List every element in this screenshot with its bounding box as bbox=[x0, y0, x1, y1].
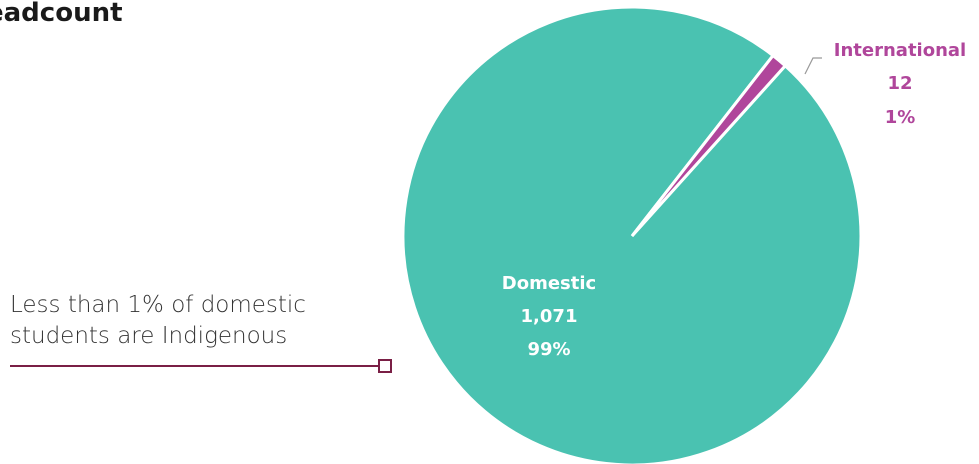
domestic-value-label: 1,071 bbox=[521, 306, 578, 327]
slice-international bbox=[630, 53, 788, 238]
pie-slices bbox=[401, 5, 863, 464]
annotation-line-1: Less than 1% of domestic bbox=[10, 292, 306, 318]
international-value-label: 12 bbox=[887, 73, 912, 94]
indigenous-annotation: Less than 1% of domestic students are In… bbox=[10, 290, 380, 352]
annotation-marker-square bbox=[378, 359, 392, 373]
domestic-name-label: Domestic bbox=[502, 273, 596, 294]
international-name-label: International bbox=[834, 40, 966, 61]
annotation-line-2: students are Indigenous bbox=[10, 323, 288, 349]
international-leader-line bbox=[804, 57, 822, 75]
domestic-percent-label: 99% bbox=[527, 339, 570, 360]
chart-title: eadcount bbox=[0, 0, 123, 28]
international-percent-label: 1% bbox=[885, 107, 916, 128]
